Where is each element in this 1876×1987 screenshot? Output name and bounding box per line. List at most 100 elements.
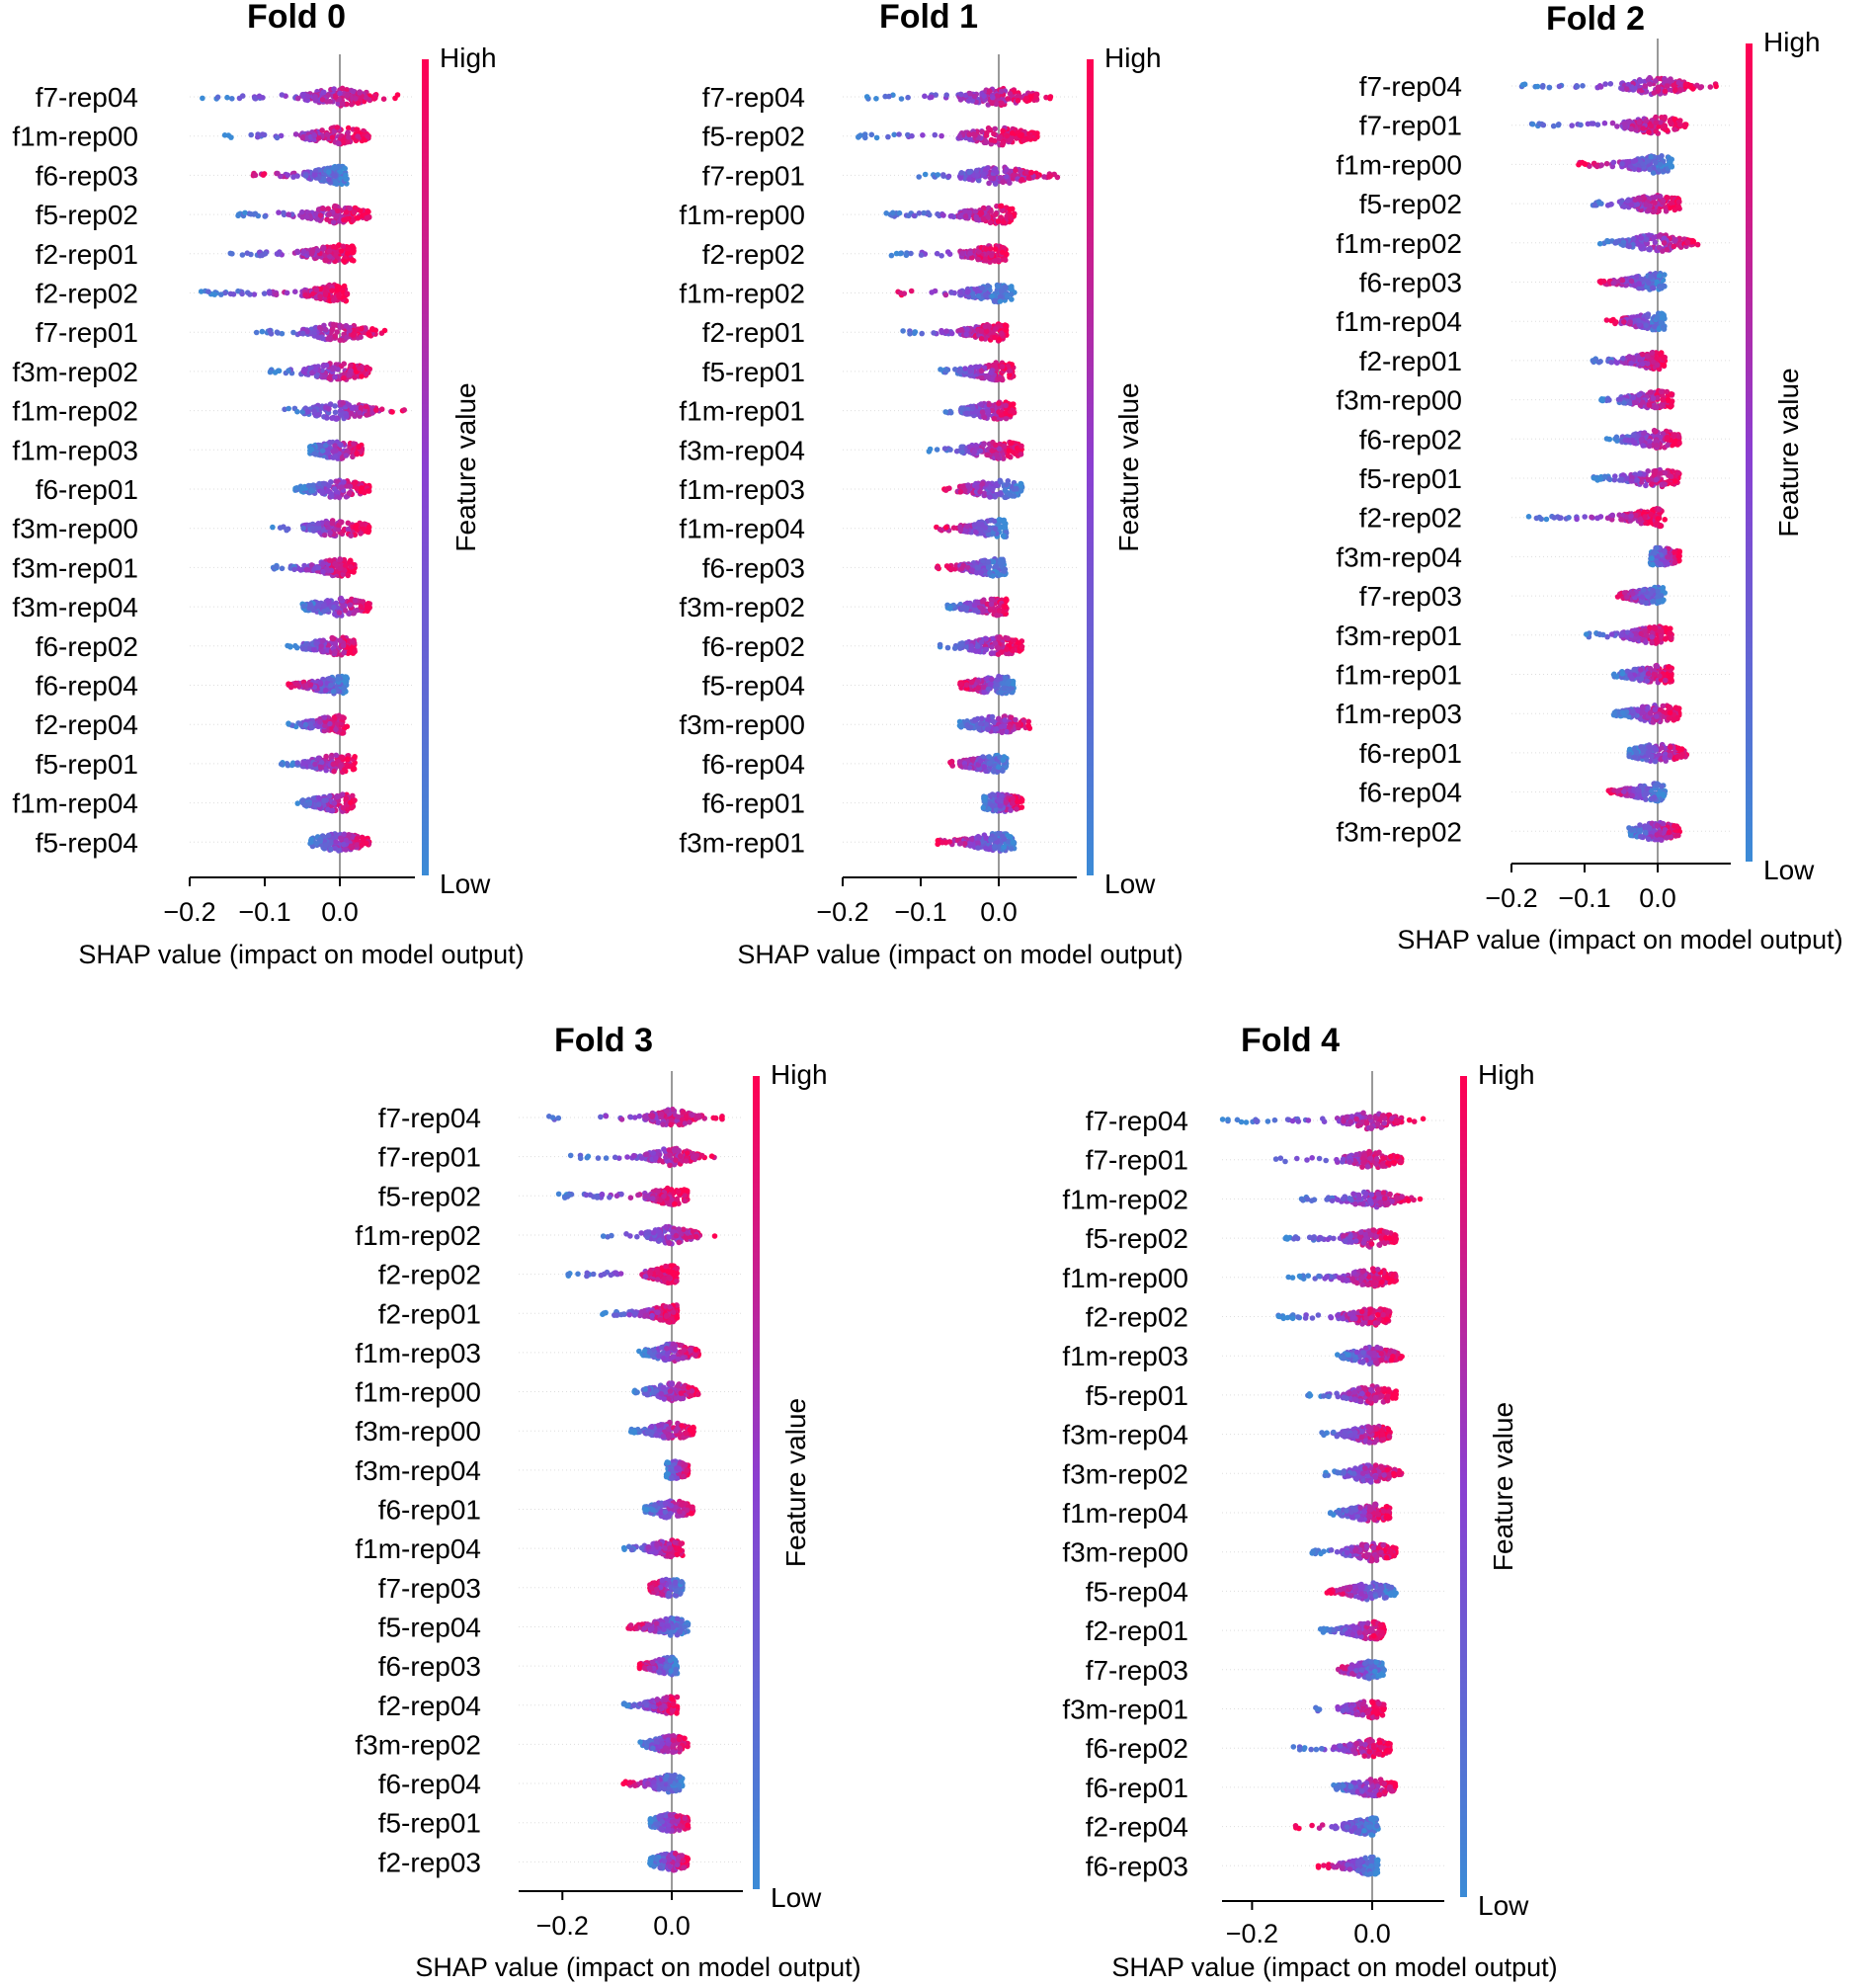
shap-point xyxy=(916,174,922,180)
shap-point xyxy=(909,132,915,139)
shap-point xyxy=(979,285,985,291)
shap-point xyxy=(991,130,997,137)
shap-point xyxy=(988,370,994,376)
shap-point xyxy=(959,250,966,257)
shap-point xyxy=(200,95,205,102)
shap-point xyxy=(1009,401,1015,408)
shap-point xyxy=(317,764,324,771)
shap-point xyxy=(239,252,246,258)
shap-point xyxy=(992,334,998,341)
shap-point xyxy=(335,207,341,214)
shap-point xyxy=(345,124,352,131)
shap-point xyxy=(259,252,266,259)
shap-point xyxy=(330,297,337,303)
shap-point xyxy=(284,527,289,534)
shap-point xyxy=(319,448,326,455)
shap-point xyxy=(363,403,369,410)
shap-point xyxy=(288,762,295,769)
feature-label: f1m-rep00 xyxy=(679,200,805,230)
shap-point xyxy=(347,483,354,490)
shap-point xyxy=(979,374,985,381)
shap-point xyxy=(971,93,978,100)
shap-point xyxy=(345,129,352,135)
shap-point xyxy=(908,288,915,294)
shap-point xyxy=(907,331,913,337)
shap-point xyxy=(315,602,322,609)
shap-point xyxy=(998,412,1005,418)
shap-point xyxy=(235,212,241,219)
shap-point xyxy=(299,330,306,337)
shap-point xyxy=(311,132,317,138)
shap-point xyxy=(324,99,330,105)
shap-point xyxy=(328,682,334,689)
shap-point xyxy=(354,835,361,842)
shap-point xyxy=(314,216,320,222)
shap-point xyxy=(957,527,964,534)
shap-point xyxy=(348,410,354,417)
shap-point xyxy=(333,416,340,422)
shap-point xyxy=(348,363,354,369)
shap-point xyxy=(885,133,891,140)
shap-point xyxy=(285,211,291,217)
shap-point xyxy=(903,252,910,259)
shap-point xyxy=(994,169,1000,176)
shap-point xyxy=(349,243,356,249)
shap-point xyxy=(287,684,294,691)
shap-point xyxy=(338,762,344,769)
shap-point xyxy=(300,248,307,255)
shap-point xyxy=(1001,443,1008,450)
shap-point xyxy=(364,412,369,418)
shap-point xyxy=(896,131,902,137)
shap-point xyxy=(341,258,348,265)
shap-point xyxy=(346,372,353,378)
shap-point xyxy=(315,794,322,801)
shap-point xyxy=(984,452,990,458)
shap-point xyxy=(341,283,348,290)
shap-point xyxy=(211,291,217,297)
shap-point xyxy=(1005,453,1012,459)
shap-point xyxy=(350,404,356,411)
shap-point xyxy=(337,556,344,563)
shap-point xyxy=(331,486,338,492)
shap-point xyxy=(1000,219,1007,225)
shap-point xyxy=(331,604,337,611)
shap-point xyxy=(347,646,354,652)
shap-point xyxy=(344,250,351,257)
shap-point xyxy=(957,97,964,103)
shap-point xyxy=(323,327,329,333)
shap-point xyxy=(358,334,364,341)
shap-point xyxy=(918,252,925,258)
shap-point xyxy=(284,290,290,296)
shap-point xyxy=(929,290,935,295)
shap-point xyxy=(340,139,347,145)
shap-point xyxy=(307,682,314,688)
shap-point xyxy=(229,250,235,257)
shap-point xyxy=(1004,482,1010,488)
shap-point xyxy=(966,169,973,176)
shap-point xyxy=(341,649,348,656)
shap-point xyxy=(978,328,985,334)
shap-point xyxy=(358,207,364,214)
feature-label: f7-rep04 xyxy=(702,82,805,113)
shap-point xyxy=(366,97,372,103)
shap-point xyxy=(868,131,875,138)
shap-point xyxy=(326,248,333,254)
shap-point xyxy=(978,368,985,374)
shap-point xyxy=(1007,213,1014,219)
shap-point xyxy=(335,140,342,146)
shap-point xyxy=(365,601,371,607)
shap-point xyxy=(378,406,385,413)
shap-point xyxy=(941,446,948,452)
shap-point xyxy=(973,408,980,415)
shap-point xyxy=(274,251,281,257)
shap-point xyxy=(304,566,310,573)
shap-point xyxy=(349,257,355,263)
shap-point xyxy=(975,256,981,263)
shap-point xyxy=(966,176,972,183)
shap-point xyxy=(348,799,354,806)
shap-point xyxy=(985,408,991,415)
feature-label: f1m-rep04 xyxy=(679,514,805,544)
shap-point xyxy=(987,494,993,500)
shap-point xyxy=(305,759,311,765)
shap-point xyxy=(346,832,353,838)
